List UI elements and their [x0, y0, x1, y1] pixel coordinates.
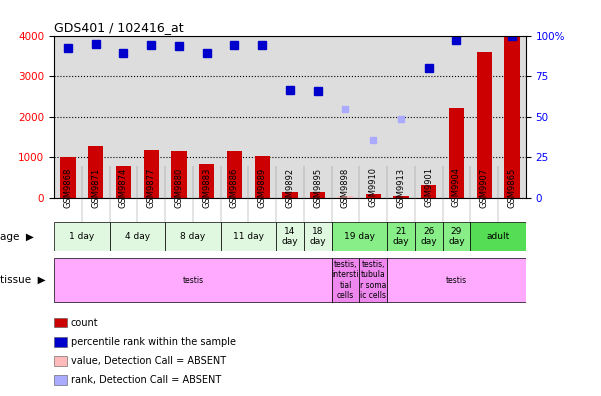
Text: GSM9910: GSM9910 — [369, 168, 378, 208]
Text: testis,
intersti
tial
cells: testis, intersti tial cells — [332, 260, 359, 300]
Bar — [477, 52, 492, 198]
Text: GSM9892: GSM9892 — [285, 168, 294, 208]
Text: GSM9901: GSM9901 — [424, 168, 433, 208]
Bar — [310, 192, 325, 198]
Text: 21
day: 21 day — [392, 227, 409, 246]
Text: GSM9874: GSM9874 — [119, 168, 128, 208]
Bar — [471, 222, 526, 251]
Bar — [442, 222, 471, 251]
Bar — [332, 258, 359, 302]
Text: GSM9877: GSM9877 — [147, 168, 156, 208]
Text: count: count — [71, 318, 99, 328]
Bar — [54, 258, 332, 302]
Bar — [109, 222, 165, 251]
Text: rank, Detection Call = ABSENT: rank, Detection Call = ABSENT — [71, 375, 221, 385]
Bar — [276, 222, 304, 251]
Bar — [60, 157, 76, 198]
Text: 11 day: 11 day — [233, 232, 264, 241]
Bar — [199, 164, 215, 198]
Text: adult: adult — [486, 232, 510, 241]
Bar — [365, 194, 381, 198]
Text: GSM9913: GSM9913 — [397, 168, 406, 208]
Bar — [171, 151, 186, 198]
Text: GDS401 / 102416_at: GDS401 / 102416_at — [54, 21, 184, 34]
Text: GSM9886: GSM9886 — [230, 168, 239, 208]
Text: age  ▶: age ▶ — [0, 232, 34, 242]
Text: GSM9889: GSM9889 — [258, 168, 267, 208]
Text: 14
day: 14 day — [282, 227, 298, 246]
Bar — [54, 222, 109, 251]
Text: testis,
tubula
r soma
ic cells: testis, tubula r soma ic cells — [360, 260, 386, 300]
Bar — [116, 166, 131, 198]
Bar — [227, 151, 242, 198]
Text: 29
day: 29 day — [448, 227, 465, 246]
Bar — [165, 222, 221, 251]
Bar — [304, 222, 332, 251]
Text: GSM9865: GSM9865 — [507, 168, 516, 208]
Text: 18
day: 18 day — [310, 227, 326, 246]
Bar — [144, 150, 159, 198]
Bar — [394, 196, 409, 198]
Bar — [332, 222, 387, 251]
Bar — [88, 147, 103, 198]
Bar — [421, 185, 436, 198]
Text: value, Detection Call = ABSENT: value, Detection Call = ABSENT — [71, 356, 226, 366]
Text: testis: testis — [446, 276, 467, 285]
Bar — [338, 196, 353, 198]
Text: 19 day: 19 day — [344, 232, 375, 241]
Text: GSM9898: GSM9898 — [341, 168, 350, 208]
Text: GSM9883: GSM9883 — [202, 168, 211, 208]
Text: GSM9907: GSM9907 — [480, 168, 489, 208]
Text: GSM9895: GSM9895 — [313, 168, 322, 208]
Text: GSM9871: GSM9871 — [91, 168, 100, 208]
Text: percentile rank within the sample: percentile rank within the sample — [71, 337, 236, 347]
Bar — [387, 222, 415, 251]
Bar — [449, 108, 464, 198]
Text: 4 day: 4 day — [125, 232, 150, 241]
Text: GSM9868: GSM9868 — [64, 168, 73, 208]
Bar — [415, 222, 442, 251]
Text: 1 day: 1 day — [69, 232, 94, 241]
Text: 26
day: 26 day — [421, 227, 437, 246]
Bar — [338, 196, 353, 198]
Text: GSM9904: GSM9904 — [452, 168, 461, 208]
Text: testis: testis — [182, 276, 203, 285]
Text: tissue  ▶: tissue ▶ — [0, 275, 46, 285]
Text: GSM9880: GSM9880 — [174, 168, 183, 208]
Bar — [504, 36, 520, 198]
Bar — [359, 258, 387, 302]
Bar — [387, 258, 526, 302]
Bar — [255, 156, 270, 198]
Text: 8 day: 8 day — [180, 232, 206, 241]
Bar — [221, 222, 276, 251]
Bar — [282, 192, 297, 198]
